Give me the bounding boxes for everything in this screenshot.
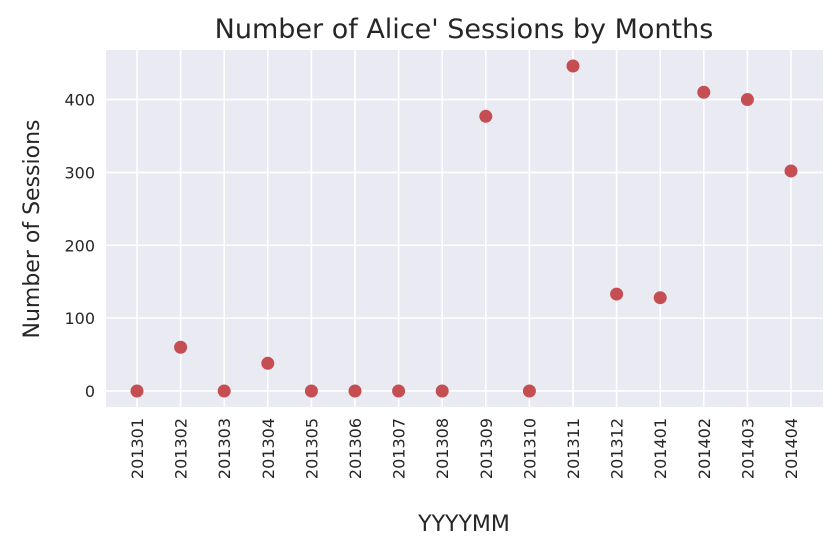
data-point [653, 291, 667, 305]
data-point [479, 109, 493, 123]
y-axis-label: Number of Sessions [20, 120, 45, 339]
grid-lines [106, 50, 823, 407]
y-tick-label: 300 [64, 163, 95, 182]
data-point [697, 85, 711, 99]
y-tick-labels: 0 100 200 300 400 [64, 91, 95, 401]
data-point [435, 384, 449, 398]
x-tick-labels: 201301 201302 201303 201304 201305 201306 2013… [128, 418, 801, 479]
x-tick-label: 201305 [302, 418, 321, 479]
data-point [174, 340, 188, 354]
data-point [566, 59, 580, 73]
y-tick-label: 100 [64, 309, 95, 328]
data-points [130, 59, 798, 398]
y-tick-label: 200 [64, 236, 95, 255]
x-tick-label: 201404 [782, 418, 801, 479]
data-point [740, 93, 754, 107]
x-tick-label: 201303 [215, 418, 234, 479]
x-tick-label: 201309 [477, 418, 496, 479]
x-tick-label: 201307 [390, 418, 409, 479]
x-tick-label: 201312 [608, 418, 627, 479]
x-tick-label: 201306 [346, 418, 365, 479]
data-point [304, 384, 318, 398]
x-tick-label: 201402 [695, 418, 714, 479]
x-tick-label: 201301 [128, 418, 147, 479]
data-point [217, 384, 231, 398]
x-tick-label: 201304 [259, 418, 278, 479]
x-tick-label: 201310 [520, 418, 539, 479]
x-axis-label: YYYYMM [417, 512, 510, 537]
x-tick-label: 201401 [651, 418, 670, 479]
x-tick-label: 201308 [433, 418, 452, 479]
chart-title: Number of Alice' Sessions by Months [215, 14, 714, 45]
data-point [784, 164, 798, 178]
y-tick-label: 0 [85, 382, 95, 401]
x-tick-label: 201403 [738, 418, 757, 479]
x-tick-label: 201311 [564, 418, 583, 479]
x-tick-label: 201302 [172, 418, 191, 479]
data-point [348, 384, 362, 398]
y-tick-label: 400 [64, 91, 95, 110]
data-point [261, 356, 275, 370]
data-point [130, 384, 144, 398]
data-point [392, 384, 406, 398]
plot-area [106, 50, 823, 407]
data-point [610, 287, 624, 301]
data-point [522, 384, 536, 398]
